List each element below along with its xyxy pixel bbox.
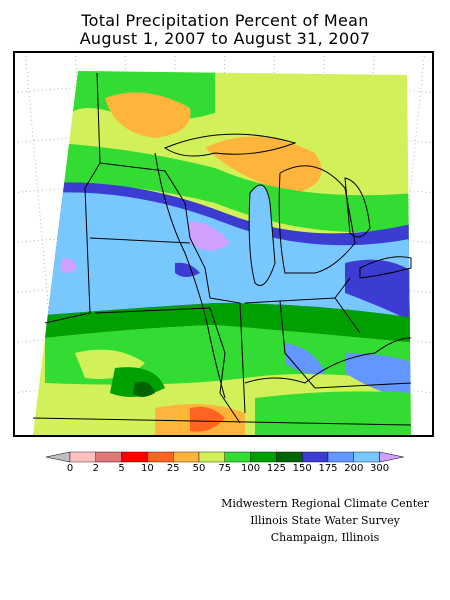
legend-swatch — [224, 451, 251, 463]
legend-swatch — [198, 451, 225, 463]
credit-location: Champaign, Illinois — [270, 531, 380, 544]
legend-tick-label: 2 — [92, 463, 99, 474]
legend-tick-label: 75 — [218, 463, 232, 474]
legend-tick-label: 150 — [292, 463, 312, 474]
boundaries — [32, 72, 412, 426]
legend-tick-label: 200 — [344, 463, 364, 474]
legend-tick-label: 10 — [141, 463, 154, 474]
legend-swatch — [147, 451, 174, 463]
legend-swatch — [276, 451, 303, 463]
legend-tick-label: 50 — [192, 463, 206, 474]
legend-tick-label: 0 — [66, 463, 74, 474]
legend-swatch — [172, 451, 200, 463]
legend-over-arrow — [379, 451, 404, 463]
legend-tick-label: 5 — [118, 463, 125, 474]
legend-swatch — [121, 451, 148, 463]
legend-tick-label: 25 — [166, 463, 180, 474]
precipitation-map — [13, 51, 434, 437]
legend-swatch — [250, 451, 277, 463]
legend-swatch — [353, 451, 380, 463]
legend-under-arrow — [45, 451, 71, 463]
legend-tick-label: 175 — [318, 463, 338, 474]
color-legend — [45, 451, 404, 463]
credit-center: Midwestern Regional Climate Center — [221, 497, 429, 510]
map-title: Total Precipitation Percent of Mean — [81, 11, 369, 30]
legend-swatch — [69, 451, 96, 463]
legend-tick-label: 300 — [370, 463, 390, 474]
legend-swatch — [95, 451, 122, 463]
legend-swatch — [327, 451, 354, 463]
credit-survey: Illinois State Water Survey — [250, 514, 400, 527]
legend-swatch — [302, 451, 329, 463]
legend-tick-label: 100 — [241, 463, 261, 474]
legend-tick-label: 125 — [266, 463, 286, 474]
map-date-range: August 1, 2007 to August 31, 2007 — [79, 29, 371, 48]
